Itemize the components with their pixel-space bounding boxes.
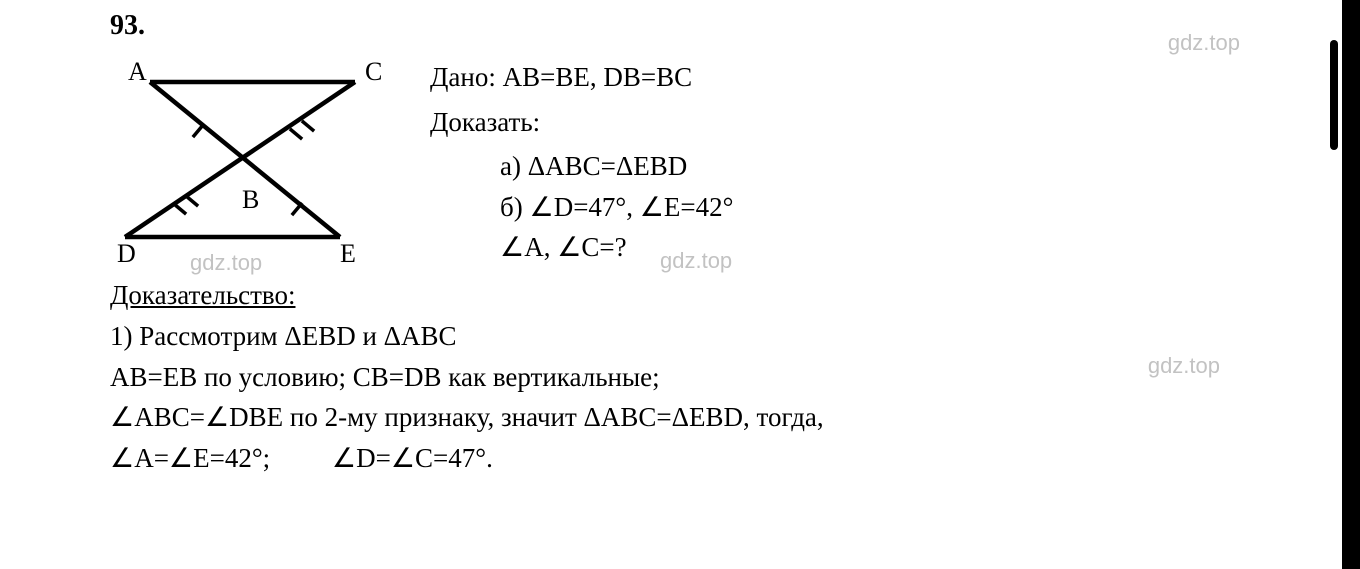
proof-section: 1) Рассмотрим ΔEBD и ΔABC AB=EB по услов…: [110, 316, 1360, 478]
svg-text:E: E: [340, 239, 356, 267]
geometry-diagram: A C D E B: [110, 57, 390, 267]
given-line: Дано: AB=BE, DB=BC: [430, 57, 1360, 98]
prove-item-a: а) ΔABC=ΔEBD: [430, 146, 1360, 187]
given-label: Дано:: [430, 62, 496, 92]
svg-text:A: A: [128, 57, 147, 86]
prove-letter: а): [500, 151, 521, 181]
proof-header: Доказательство:: [110, 280, 390, 311]
prove-text: ΔABC=ΔEBD: [528, 151, 687, 181]
svg-text:C: C: [365, 57, 382, 86]
watermark: gdz.top: [1168, 30, 1240, 56]
prove-letter: б): [500, 192, 523, 222]
given-text: AB=BE, DB=BC: [503, 62, 693, 92]
svg-text:B: B: [242, 185, 259, 214]
content-row: A C D E B Доказательство: Дано: AB=BE, DB=BC…: [110, 57, 1360, 311]
prove-text: ∠D=47°, ∠E=42°: [529, 192, 733, 222]
svg-text:D: D: [117, 239, 136, 267]
watermark: gdz.top: [190, 250, 262, 276]
proof-line: ∠ABC=∠DBE по 2-му признаку, значит ΔABC=…: [110, 397, 1360, 438]
prove-label: Доказать:: [430, 102, 1360, 143]
watermark: gdz.top: [1148, 353, 1220, 379]
text-section: Дано: AB=BE, DB=BC Доказать: а) ΔABC=ΔEB…: [430, 57, 1360, 268]
prove-item-b: б) ∠D=47°, ∠E=42°: [430, 187, 1360, 228]
page-edge: [1342, 0, 1360, 569]
conclusion-a: ∠A=∠E=42°;: [110, 438, 270, 479]
proof-conclusion: ∠A=∠E=42°; ∠D=∠C=47°.: [110, 438, 1360, 479]
prove-question: ∠A, ∠C=?: [430, 227, 1360, 268]
watermark: gdz.top: [660, 248, 732, 274]
proof-line: 1) Рассмотрим ΔEBD и ΔABC: [110, 316, 1360, 357]
conclusion-b: ∠D=∠C=47°.: [332, 443, 493, 473]
